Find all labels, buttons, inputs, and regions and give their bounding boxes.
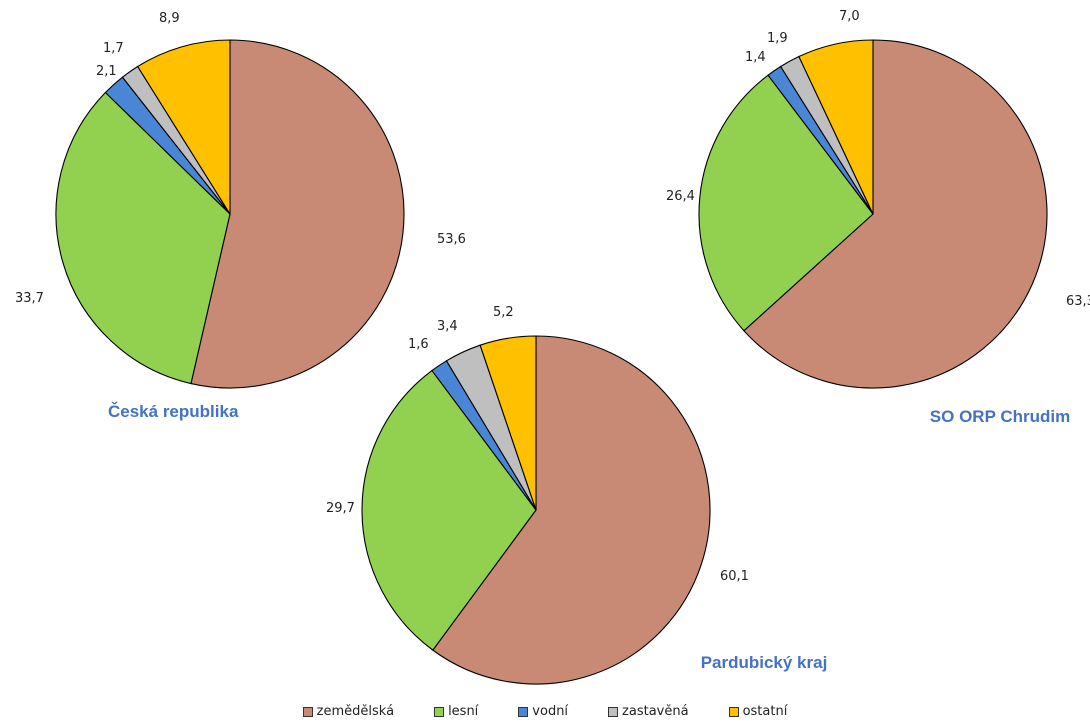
pie-0-label-ostatni: 8,9 [159,11,180,26]
pie-0-title: Česká republika [108,402,239,421]
legend-label-zemedelska: zemědělská [316,704,395,719]
pie-2-label-zastavena: 3,4 [437,319,458,334]
pie-2-label-lesni: 29,7 [326,501,355,516]
pie-2-slice-ostatni [479,335,537,511]
pie-2-label-ostatni: 5,2 [493,305,514,320]
pie-1-label-zemedelska: 63,3 [1066,294,1090,309]
legend-item-zastavena: zastavěná [608,704,689,719]
legend-item-vodni: vodní [518,704,568,719]
pie-1-label-lesni: 26,4 [666,189,695,204]
legend-item-ostatni: ostatní [728,704,788,719]
legend: zemědělská lesní vodní zastavěná ostatní [0,704,1090,719]
legend-swatch-lesni [434,706,445,717]
legend-label-ostatni: ostatní [742,704,788,719]
legend-item-lesni: lesní [434,704,478,719]
pie-0-slice-zemedelska [190,39,405,389]
legend-swatch-ostatni [728,706,739,717]
pie-2-label-vodni: 1,6 [408,337,429,352]
pie-titles-group: Česká republika SO ORP Chrudim Pardubický … [108,402,1070,672]
legend-swatch-zemedelska [302,706,313,717]
pie-1-slice-ostatni [798,39,874,215]
legend-label-zastavena: zastavěná [622,704,689,719]
pie-1-slice-lesni [698,74,874,332]
legend-swatch-zastavena [608,706,619,717]
pie-0-label-lesni: 33,7 [15,291,44,306]
pie-0-slice-ostatni [136,39,231,216]
pie-1-slice-zemedelska [743,39,1048,389]
pie-1-title: SO ORP Chrudim [930,407,1070,426]
pie-1-label-vodni: 1,4 [745,50,766,65]
pie-0-label-vodni: 2,1 [96,64,117,79]
pie-0-label-zemedelska: 53,6 [437,232,466,247]
pies-group [55,39,1048,685]
pie-2-label-zemedelska: 60,1 [720,569,749,584]
legend-item-zemedelska: zemědělská [302,704,395,719]
legend-label-vodni: vodní [532,704,569,719]
pie-2-title: Pardubický kraj [701,653,828,672]
pie-1-label-ostatni: 7,0 [839,9,860,24]
data-labels-group: 53,6 33,7 2,1 1,7 8,9 63,3 26,4 1,41,9 7,0 60,1 29… [15,9,1090,584]
pie-1-label-zastavena: 1,9 [767,31,788,46]
legend-label-lesni: lesní [448,704,479,719]
pie-2-slice-zemedelska [432,335,711,685]
pie-0-slice-lesni [55,91,231,385]
pie-2-slice-lesni [361,369,537,651]
pie-0-label-zastavena: 1,7 [103,41,124,56]
legend-swatch-vodni [518,706,529,717]
